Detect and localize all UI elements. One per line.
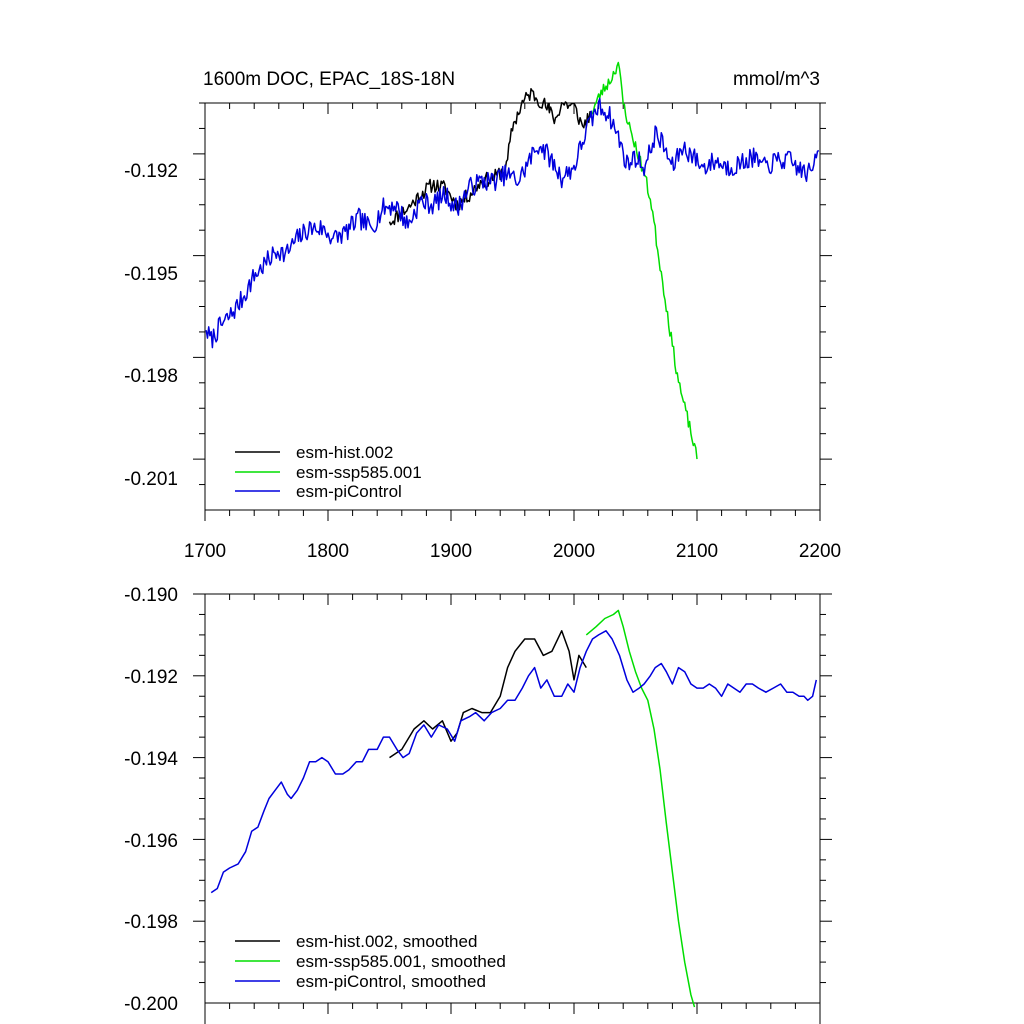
series-line-esm-ssp585-001 [590, 61, 698, 460]
top-xtick-label: 2100 [676, 541, 718, 562]
top-title-left: 1600m DOC, EPAC_18S-18N [203, 69, 455, 90]
top-legend: esm-hist.002 esm-ssp585.001 esm-piContro… [235, 443, 422, 501]
top-title-units: mmol/m^3 [733, 69, 820, 90]
legend-label-picontrol-smoothed: esm-piControl, smoothed [296, 972, 486, 991]
bottom-ticks [193, 593, 832, 1014]
top-xtick-label: 1700 [184, 541, 226, 562]
top-ticks [193, 102, 832, 521]
bottom-ytick-label: -0.196 [124, 831, 178, 852]
series-line-esm-hist-002-smoothed [389, 630, 587, 759]
bottom-legend: esm-hist.002, smoothed esm-ssp585.001, s… [235, 932, 506, 991]
top-ytick-label: -0.198 [124, 366, 178, 387]
bottom-ytick-label: -0.192 [124, 667, 178, 688]
legend-label-hist: esm-hist.002 [296, 443, 393, 462]
bottom-ytick-label: -0.194 [124, 749, 178, 770]
top-xtick-label: 2000 [553, 541, 595, 562]
bottom-series-group [210, 609, 818, 1008]
series-line-esm-hist-002 [388, 87, 592, 226]
top-ytick-label: -0.201 [124, 469, 178, 490]
top-xtick-label: 1800 [307, 541, 349, 562]
top-ytick-label: -0.195 [124, 264, 178, 285]
bottom-ytick-label: -0.200 [124, 994, 178, 1015]
legend-label-ssp585-smoothed: esm-ssp585.001, smoothed [296, 952, 506, 971]
top-ytick-label: -0.192 [124, 161, 178, 182]
bottom-ytick-label: -0.198 [124, 912, 178, 933]
series-line-esm-picontrol [205, 97, 820, 349]
top-series-group [205, 61, 820, 460]
bottom-ytick-label: -0.190 [124, 585, 178, 606]
legend-label-picontrol: esm-piControl [296, 482, 402, 501]
series-line-esm-ssp585-001-smoothed [585, 609, 696, 1008]
legend-label-hist-smoothed: esm-hist.002, smoothed [296, 932, 477, 951]
top-xtick-label: 1900 [430, 541, 472, 562]
top-xtick-label: 2200 [799, 541, 841, 562]
legend-label-ssp585: esm-ssp585.001 [296, 463, 422, 482]
series-line-esm-picontrol-smoothed [210, 630, 818, 894]
